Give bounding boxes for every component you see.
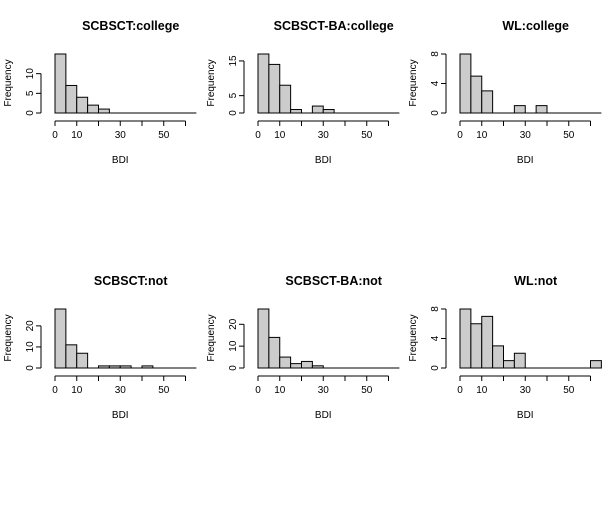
histogram-bar [311,105,324,114]
y-tick-label: 0 [430,110,441,116]
y-tick-label: 8 [430,51,441,57]
histogram-bar [322,109,335,114]
histogram-bar [535,105,548,114]
x-tick-label: 30 [318,385,330,396]
panel-title: WL:college [502,19,569,33]
y-tick-label: 20 [228,318,239,330]
x-axis-label: BDI [112,410,129,421]
histogram-bar [492,345,504,369]
y-axis-label: Frequency [206,59,217,106]
y-tick-label: 4 [430,80,441,86]
histogram-bar [65,344,78,369]
histogram-panel-4: SCBSCT:not 0 10 30 50 BDI 0 10 20 Frequency [3,274,197,421]
x-tick-label: 10 [274,385,286,396]
histogram-bar [76,96,89,114]
histogram-bar [301,360,313,369]
histogram-bar [76,352,89,369]
y-axis-label: Frequency [3,59,14,106]
histogram-bar [257,308,270,369]
histogram-panel-1: SCBSCT:college 0 10 30 50 BDI 0 5 10 Frequency [3,19,197,166]
x-tick-label: 0 [52,385,58,396]
y-tick-label: 0 [228,110,239,116]
histogram-bar [257,53,270,114]
histogram-panel-5: SCBSCT-BA:not 0 10 30 50 BDI 0 10 20 Frequency [206,274,400,421]
x-tick-label: 50 [361,385,373,396]
y-tick-label: 0 [228,365,239,371]
x-tick-label: 0 [457,385,463,396]
histogram-bar [290,109,302,114]
histogram-bar [481,90,494,114]
x-tick-label: 30 [318,130,330,141]
histogram-bar [54,53,67,114]
x-tick-label: 30 [115,385,127,396]
x-tick-label: 0 [52,130,58,141]
x-tick-label: 0 [457,130,463,141]
histogram-bar [279,84,292,114]
histogram-bar [268,336,281,369]
x-tick-label: 10 [274,130,286,141]
histogram-panel-2: SCBSCT-BA:college 0 10 30 50 BDI 0 5 15 Frequency [206,19,400,166]
x-tick-label: 50 [563,385,575,396]
histogram-bar [459,308,472,369]
panel-title: SCBSCT-BA:not [285,274,382,288]
y-tick-label: 8 [430,306,441,312]
panel-title: WL:not [514,274,558,288]
histogram-bar [65,84,78,114]
x-tick-label: 30 [520,385,532,396]
histogram-bar [290,363,302,369]
x-tick-label: 30 [520,130,532,141]
histogram-bar [503,360,515,369]
x-tick-label: 10 [476,385,488,396]
histogram-bar [268,63,281,114]
x-tick-label: 50 [361,130,373,141]
x-axis-label: BDI [517,410,534,421]
y-axis-label: Frequency [3,314,14,361]
histogram-bar [470,323,483,369]
x-tick-label: 0 [255,130,261,141]
histogram-bar [481,315,494,369]
panel-title: SCBSCT:not [94,274,168,288]
x-tick-label: 0 [255,385,261,396]
x-tick-label: 30 [115,130,127,141]
y-tick-label: 0 [25,110,36,116]
y-tick-label: 5 [228,92,239,98]
histogram-bar [513,105,526,114]
y-tick-label: 5 [25,90,36,96]
y-tick-label: 0 [430,365,441,371]
x-tick-label: 50 [563,130,575,141]
panel-title: SCBSCT-BA:college [274,19,394,33]
y-tick-label: 4 [430,335,441,341]
histogram-panel-6: WL:not 0 10 30 50 BDI 0 4 8 Frequency [408,274,602,421]
x-axis-label: BDI [315,410,332,421]
x-tick-label: 10 [71,385,83,396]
x-axis-label: BDI [315,155,332,166]
histogram-panel-3: WL:college 0 10 30 50 BDI 0 4 8 Frequency [408,19,602,166]
y-tick-label: 10 [25,68,36,80]
x-tick-label: 10 [71,130,83,141]
y-axis-label: Frequency [408,59,419,106]
histogram-bar [98,108,110,114]
histogram-bar [87,104,99,114]
histogram-bar [513,352,526,369]
x-axis-label: BDI [517,155,534,166]
x-tick-label: 10 [476,130,488,141]
histogram-bar [590,360,602,369]
y-tick-label: 0 [25,365,36,371]
histogram-bar [470,75,483,114]
histogram-bar [279,356,292,369]
x-axis-label: BDI [112,155,129,166]
histogram-bar [459,53,472,114]
x-tick-label: 50 [158,130,170,141]
y-tick-label: 20 [25,320,36,332]
y-axis-label: Frequency [408,314,419,361]
y-axis-label: Frequency [206,314,217,361]
y-tick-label: 10 [228,340,239,352]
panel-title: SCBSCT:college [82,19,179,33]
y-tick-label: 10 [25,341,36,353]
x-tick-label: 50 [158,385,170,396]
y-tick-label: 15 [228,55,239,67]
histogram-bar [54,308,67,369]
